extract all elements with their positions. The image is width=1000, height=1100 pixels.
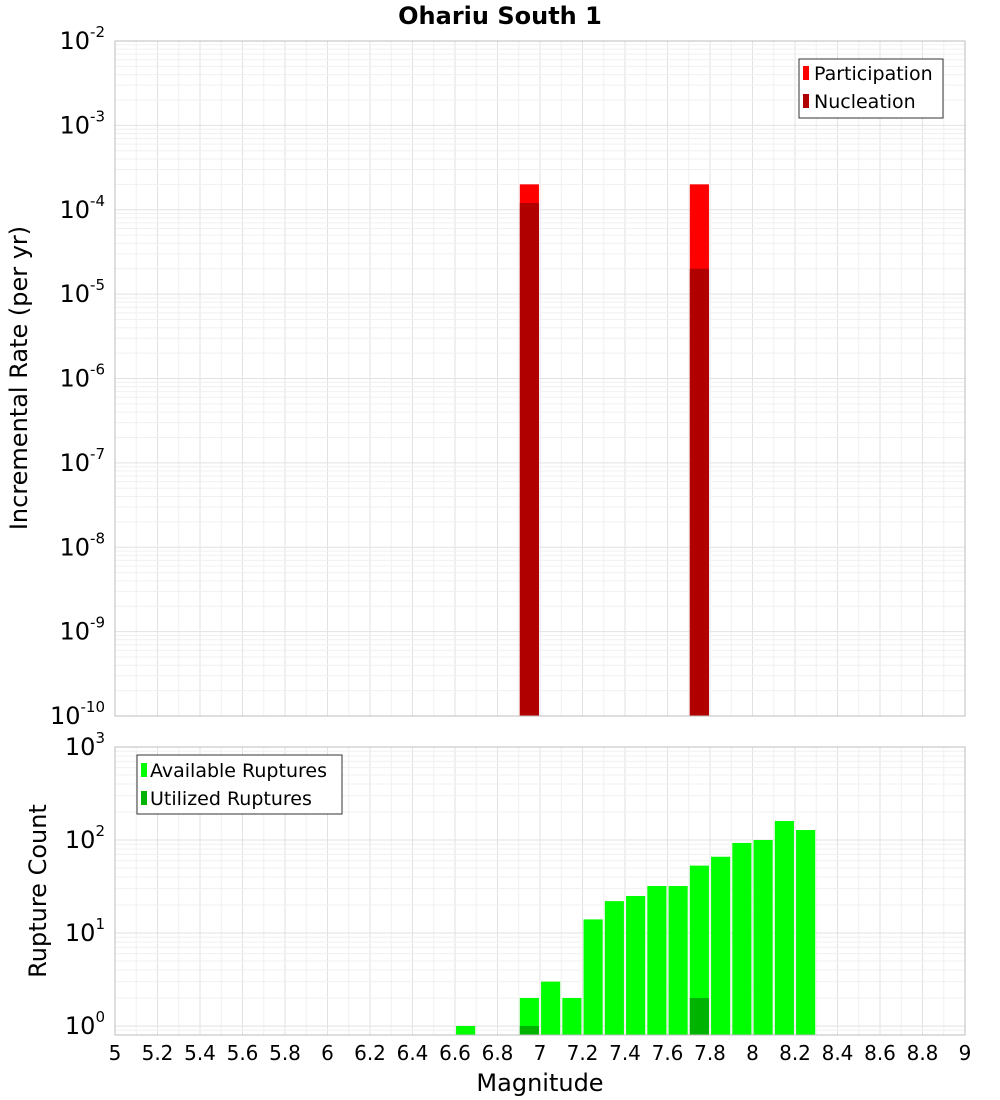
available-ruptures-bar — [647, 886, 667, 1035]
rate-panel-bars — [519, 184, 709, 717]
x-tick-label: 7 — [534, 1041, 547, 1065]
available-ruptures-bar — [583, 919, 603, 1035]
rate-y-tick-labels: 10-10 10-9 10-8 10-7 10-6 10-5 10-4 10-3 10-2 — [50, 23, 105, 730]
utilized-ruptures-bar — [689, 997, 709, 1035]
utilized-ruptures-bar — [519, 1025, 539, 1035]
legend-label-nucleation: Nucleation — [814, 91, 916, 113]
available-ruptures-bar — [626, 895, 646, 1035]
count-y-tick-labels: 100 101 102 103 — [65, 729, 105, 1040]
rate-y-tick-label: 10-6 — [59, 361, 105, 393]
available-ruptures-bar — [604, 901, 624, 1035]
rate-y-axis-label: Incremental Rate (per yr) — [5, 226, 33, 530]
count-panel-bars — [456, 821, 816, 1035]
x-tick-label: 7.6 — [652, 1041, 684, 1065]
x-tick-label: 7.4 — [609, 1041, 641, 1065]
rate-y-tick-label: 10-9 — [59, 614, 105, 646]
available-ruptures-bar — [711, 856, 731, 1035]
x-tick-label: 8.6 — [864, 1041, 896, 1065]
x-tick-label: 8.4 — [822, 1041, 854, 1065]
available-ruptures-bar — [456, 1025, 476, 1035]
x-tick-label: 6 — [321, 1041, 334, 1065]
count-y-tick-label: 103 — [65, 729, 105, 761]
rate-panel-grid — [114, 40, 966, 717]
available-ruptures-bar — [519, 997, 539, 1035]
x-tick-label: 6.6 — [439, 1041, 471, 1065]
legend-swatch-available — [141, 763, 147, 777]
count-y-tick-label: 102 — [65, 822, 105, 854]
rate-y-tick-label: 10-8 — [59, 529, 105, 561]
legend-label-available: Available Ruptures — [150, 760, 327, 782]
available-ruptures-bar — [541, 981, 561, 1035]
count-y-tick-label: 100 — [65, 1008, 105, 1040]
legend-label-participation: Participation — [814, 63, 933, 85]
rate-legend: Participation Nucleation — [798, 58, 944, 119]
count-panel-frame — [114, 746, 966, 1036]
rate-panel: 10-10 10-9 10-8 10-7 10-6 10-5 10-4 10-3 10-2 In… — [5, 23, 966, 730]
x-tick-label: 5.6 — [227, 1041, 259, 1065]
rate-y-tick-label: 10-7 — [59, 445, 105, 477]
rate-y-tick-label: 10-2 — [59, 23, 105, 55]
x-tick-label: 7.2 — [567, 1041, 599, 1065]
x-tick-label: 8.8 — [907, 1041, 939, 1065]
x-tick-label: 8.2 — [779, 1041, 811, 1065]
x-axis-label: Magnitude — [476, 1069, 603, 1097]
rate-y-tick-label: 10-3 — [59, 107, 105, 139]
available-ruptures-bar — [774, 821, 794, 1035]
x-tick-label: 6.4 — [397, 1041, 429, 1065]
available-ruptures-bar — [562, 997, 582, 1035]
count-y-tick-label: 101 — [65, 915, 105, 947]
chart-title: Ohariu South 1 — [398, 2, 602, 30]
x-tick-label: 6.2 — [354, 1041, 386, 1065]
rate-y-tick-label: 10-10 — [50, 698, 105, 730]
x-tick-label: 5.4 — [184, 1041, 216, 1065]
x-tick-label: 7.8 — [694, 1041, 726, 1065]
count-y-axis-label: Rupture Count — [24, 804, 52, 978]
legend-swatch-utilized — [141, 791, 147, 805]
x-tick-label: 9 — [959, 1041, 972, 1065]
available-ruptures-bar — [796, 830, 816, 1035]
x-tick-labels: 5 5.2 5.4 5.6 5.8 6 6.2 6.4 6.6 6.8 7 7.2 7.4 7.6 7.8 8… — [109, 1041, 972, 1065]
x-tick-label: 8 — [746, 1041, 759, 1065]
count-legend: Available Ruptures Utilized Ruptures — [136, 754, 343, 815]
x-tick-label: 5.8 — [269, 1041, 301, 1065]
rate-y-tick-label: 10-4 — [59, 192, 105, 224]
available-ruptures-bar — [689, 865, 709, 1035]
nucleation-bar — [519, 203, 539, 716]
x-tick-label: 5 — [109, 1041, 122, 1065]
rate-y-tick-label: 10-5 — [59, 276, 105, 308]
nucleation-bar — [689, 268, 709, 716]
available-ruptures-bar — [753, 839, 773, 1035]
legend-swatch-participation — [803, 66, 809, 80]
count-panel: 100 101 102 103 5 5.2 5.4 5.6 5.8 6 6.2 6.4 6.6 6.8 7… — [24, 729, 971, 1097]
legend-label-utilized: Utilized Ruptures — [150, 788, 312, 810]
available-ruptures-bar — [668, 886, 688, 1035]
x-tick-label: 6.8 — [482, 1041, 514, 1065]
rate-panel-frame — [114, 40, 966, 717]
legend-swatch-nucleation — [803, 94, 809, 108]
x-tick-label: 5.2 — [142, 1041, 174, 1065]
available-ruptures-bar — [732, 842, 752, 1035]
